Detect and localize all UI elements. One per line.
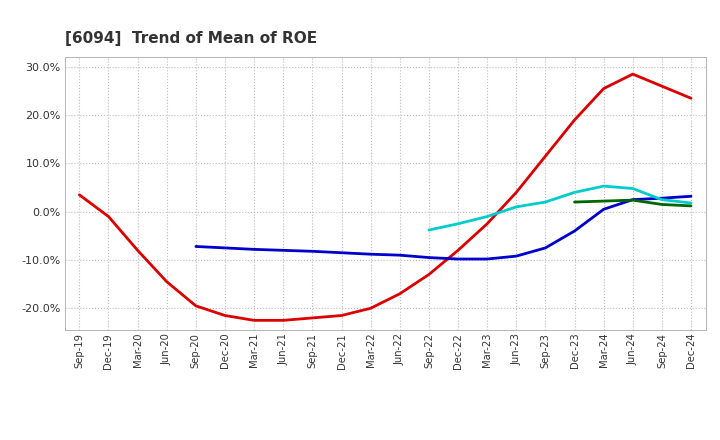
Text: [6094]  Trend of Mean of ROE: [6094] Trend of Mean of ROE — [65, 31, 317, 46]
